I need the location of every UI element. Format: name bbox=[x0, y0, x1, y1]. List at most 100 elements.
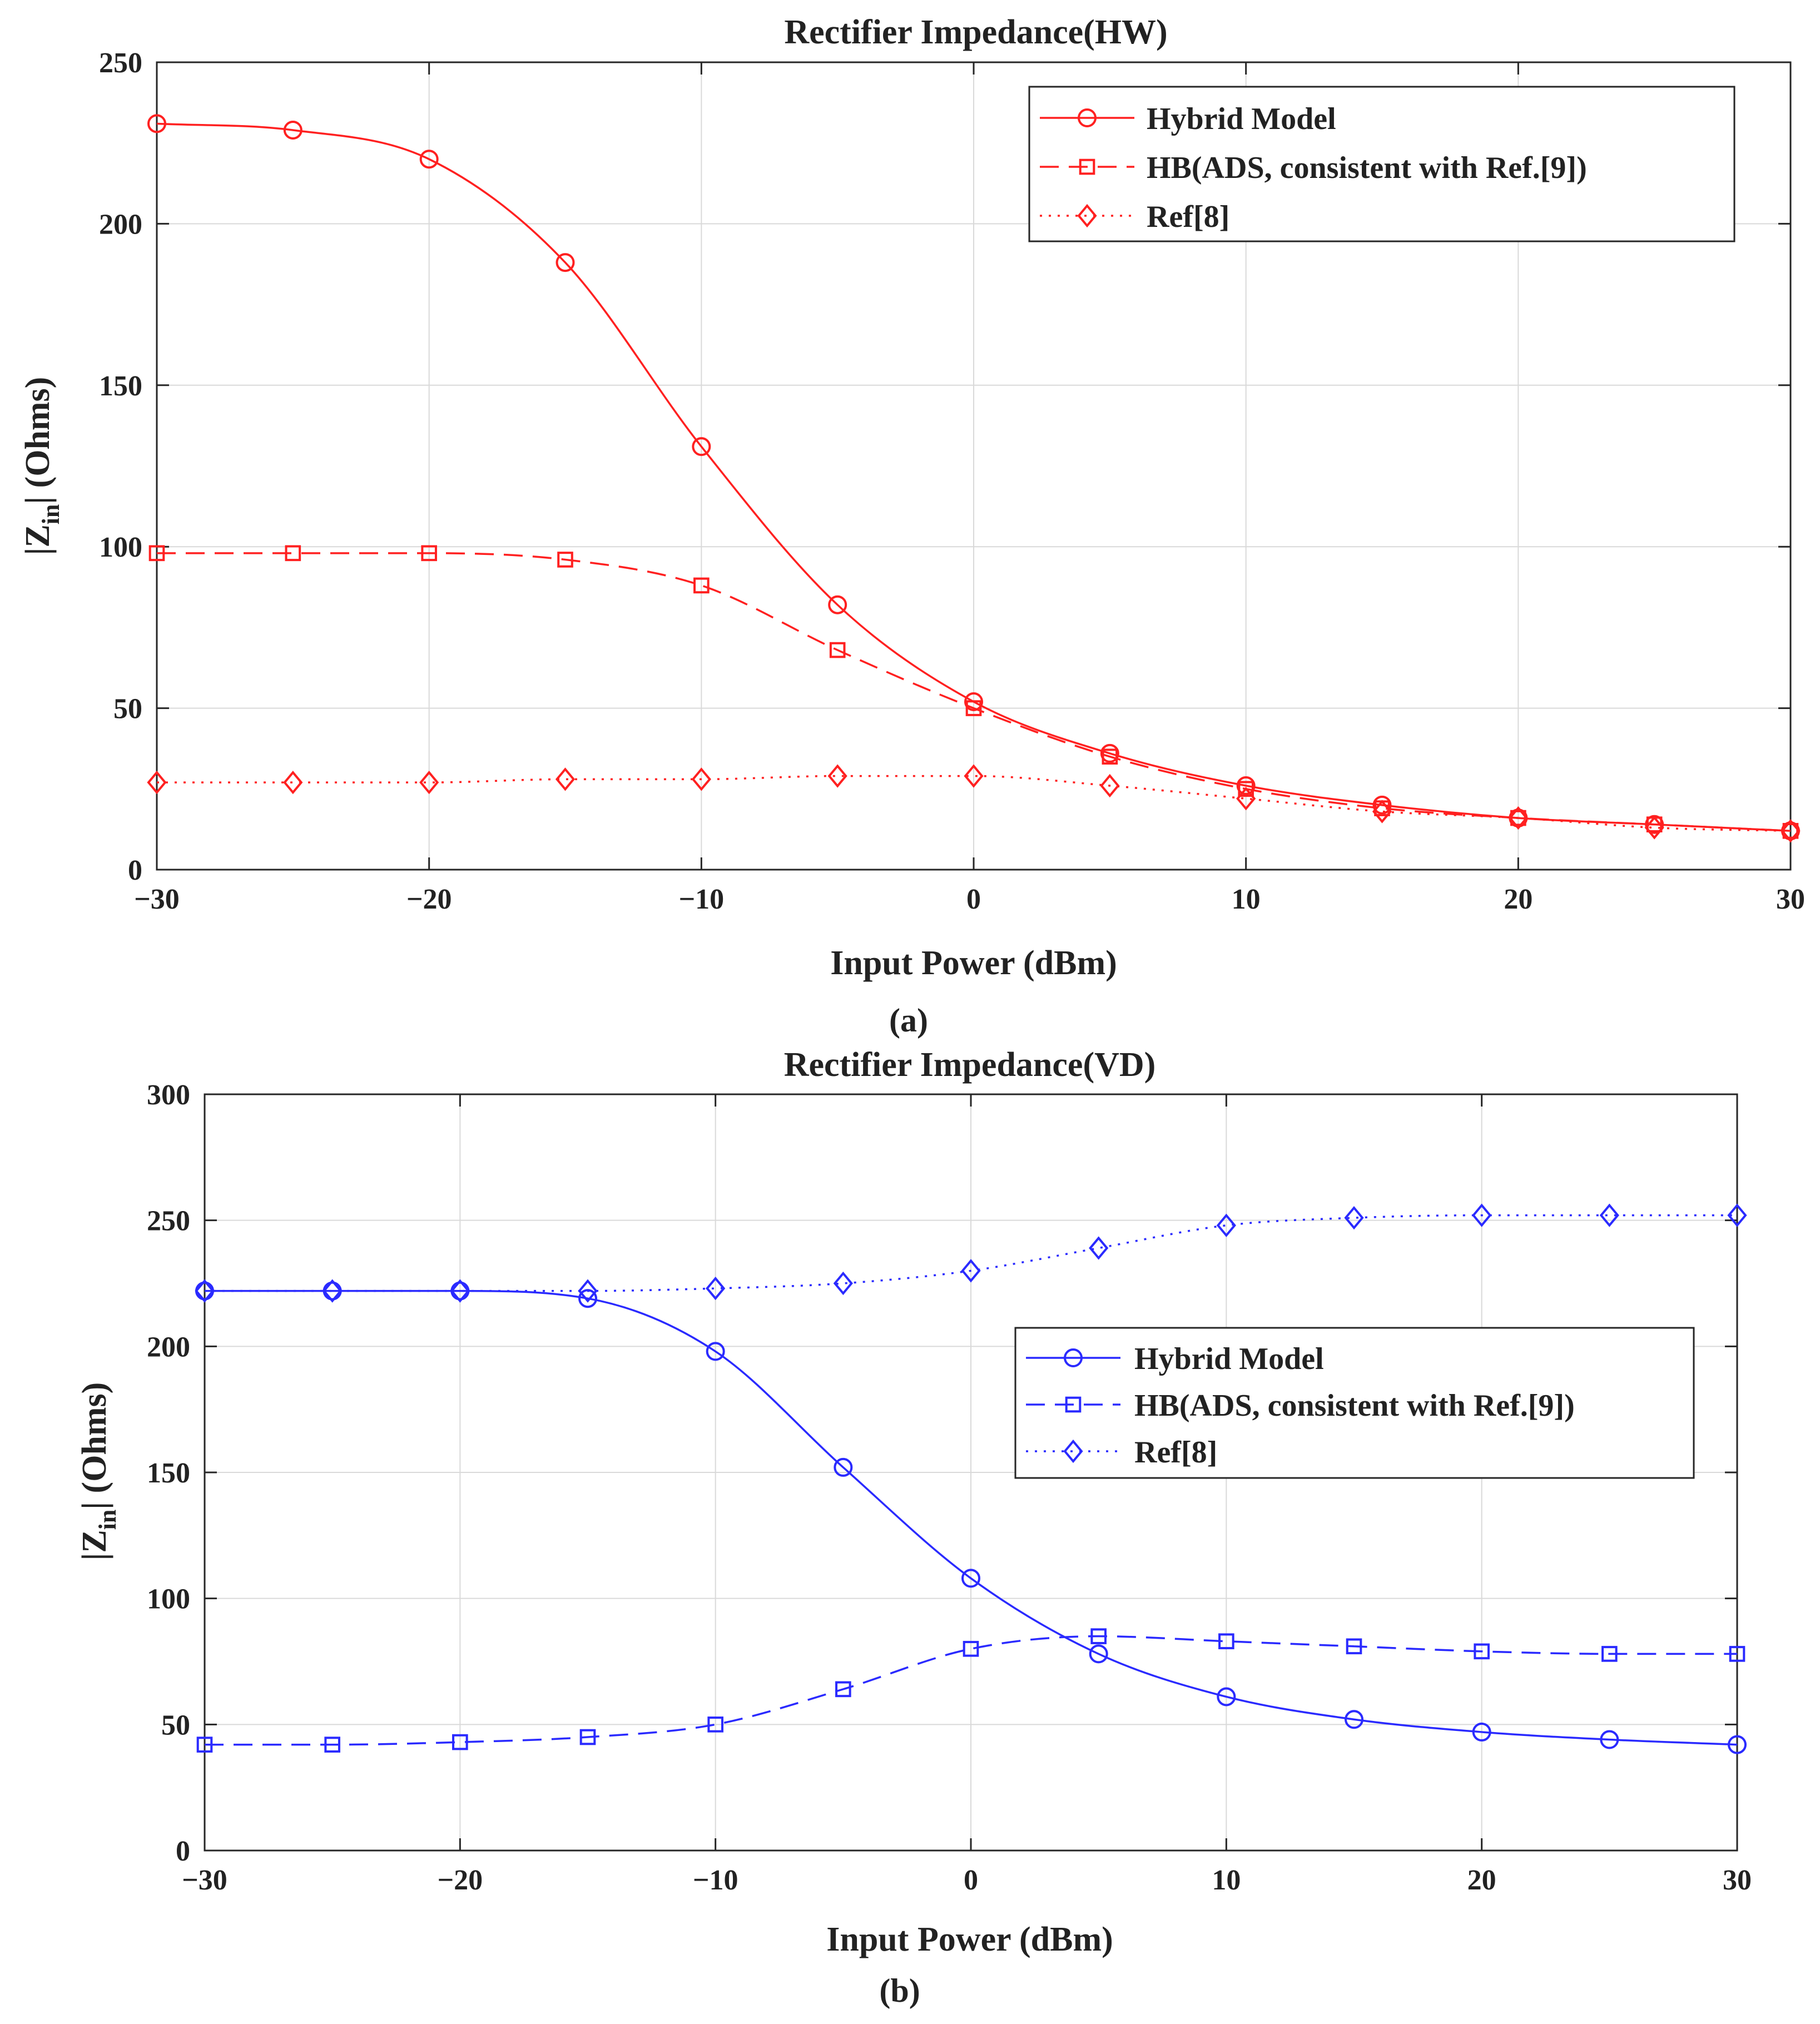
legend-marker-diamond bbox=[1063, 1439, 1083, 1464]
data-point-square bbox=[452, 1734, 468, 1750]
x-tick-label: 10 bbox=[1212, 1864, 1241, 1896]
series-line bbox=[204, 1289, 1738, 1746]
data-point-diamond bbox=[1599, 1203, 1619, 1227]
legend-label: HB(ADS, consistent with Ref.[9]) bbox=[1134, 1388, 1575, 1423]
x-tick-label: 30 bbox=[1723, 1864, 1752, 1896]
y-axis-label-a-subscript: in bbox=[37, 504, 65, 525]
y-axis-label-b: |Zin| (Ohms) bbox=[76, 1382, 121, 1561]
data-point-circle bbox=[1728, 1735, 1747, 1754]
data-point-circle bbox=[1217, 1687, 1236, 1706]
y-tick-label: 200 bbox=[147, 1331, 190, 1363]
series-line bbox=[205, 1635, 1737, 1746]
series-group-a bbox=[147, 114, 1801, 843]
y-axis-label-b-subscript: in bbox=[94, 1510, 121, 1530]
data-point-square bbox=[1090, 1628, 1107, 1644]
legend-box-a bbox=[1028, 86, 1735, 242]
data-point-square bbox=[324, 1737, 340, 1753]
data-point-circle bbox=[828, 595, 847, 614]
data-point-circle bbox=[706, 1342, 725, 1361]
data-point-square bbox=[579, 1729, 596, 1745]
legend-label: Hybrid Model bbox=[1134, 1342, 1324, 1376]
data-point-diamond bbox=[1372, 800, 1392, 824]
data-point-square bbox=[1729, 1646, 1745, 1662]
data-point-square bbox=[1238, 781, 1254, 797]
data-point-circle bbox=[147, 114, 166, 133]
data-point-square bbox=[1510, 810, 1526, 826]
data-point-circle bbox=[834, 1457, 853, 1477]
data-point-diamond bbox=[1644, 816, 1664, 840]
y-tick-label: 50 bbox=[113, 693, 142, 725]
legend-marker-circle bbox=[1078, 108, 1097, 127]
data-point-diamond bbox=[1100, 773, 1120, 798]
data-point-circle bbox=[1600, 1730, 1619, 1749]
data-point-square bbox=[421, 545, 437, 562]
axis-ticks-a: −30 −20 −10 0 10 20 30 0 50 100 150 200 250 bbox=[99, 47, 1805, 915]
legend-marker-diamond bbox=[1077, 204, 1097, 228]
legend-item: Hybrid Model bbox=[1040, 102, 1336, 136]
legend-item: HB(ADS, consistent with Ref.[9]) bbox=[1040, 151, 1587, 185]
legend-item: Ref[8] bbox=[1040, 200, 1229, 234]
data-point-diamond bbox=[195, 1279, 215, 1303]
data-point-circle bbox=[1100, 743, 1119, 763]
data-point-diamond bbox=[555, 767, 576, 791]
data-point-circle bbox=[964, 692, 983, 711]
data-point-square bbox=[1601, 1646, 1618, 1662]
data-point-circle bbox=[1089, 1644, 1108, 1664]
series-line bbox=[204, 1214, 1737, 1292]
x-axis-label-b: Input Power (dBm) bbox=[826, 1921, 1113, 1958]
chart-title-a: Rectifier Impedance(HW) bbox=[784, 13, 1167, 51]
y-tick-label: 100 bbox=[147, 1584, 190, 1615]
data-point-diamond bbox=[1472, 1203, 1492, 1227]
legend-item: Ref[8] bbox=[1026, 1435, 1217, 1470]
data-point-square bbox=[963, 1641, 979, 1657]
data-point-square bbox=[557, 552, 573, 568]
series-group-b bbox=[195, 1203, 1747, 1754]
legend-b: Hybrid Model HB(ADS, consistent with Ref.… bbox=[1014, 1327, 1695, 1479]
data-point-diamond bbox=[964, 764, 984, 788]
x-tick-label: 20 bbox=[1504, 884, 1533, 915]
data-point-diamond bbox=[1089, 1236, 1109, 1260]
legend-marker-square bbox=[1065, 1396, 1082, 1413]
y-axis-label-a-suffix: | (Ohms) bbox=[19, 377, 57, 504]
chart-panel-b: Rectifier Impedance(VD) −30 −20 −10 0 10 20 30… bbox=[76, 1046, 1752, 2009]
panel-label-a: (a) bbox=[889, 1002, 928, 1039]
data-point-circle bbox=[1372, 795, 1392, 815]
series-line bbox=[156, 775, 1791, 832]
data-point-diamond bbox=[961, 1259, 981, 1283]
x-tick-label: −10 bbox=[679, 884, 725, 915]
panel-label-b: (b) bbox=[879, 1972, 920, 2009]
panel-label-a-letter: a bbox=[900, 1002, 917, 1039]
series-square bbox=[196, 1628, 1745, 1753]
data-point-diamond bbox=[833, 1271, 853, 1296]
data-point-square bbox=[1218, 1633, 1234, 1650]
data-point-square bbox=[707, 1717, 723, 1733]
data-point-square bbox=[693, 577, 710, 594]
data-point-diamond bbox=[419, 771, 439, 795]
legend-label: Ref[8] bbox=[1134, 1435, 1217, 1470]
data-point-square bbox=[965, 700, 982, 716]
data-point-square bbox=[1102, 748, 1118, 765]
series-diamond bbox=[195, 1203, 1747, 1303]
y-tick-label: 50 bbox=[161, 1709, 190, 1741]
data-point-square bbox=[829, 642, 846, 658]
data-point-circle bbox=[283, 120, 302, 140]
panel-label-b-letter: b bbox=[890, 1972, 909, 2009]
y-tick-label: 200 bbox=[99, 209, 142, 240]
x-tick-label: −10 bbox=[693, 1864, 738, 1896]
data-point-diamond bbox=[450, 1279, 470, 1303]
data-point-diamond bbox=[1727, 1203, 1747, 1227]
data-point-diamond bbox=[147, 771, 167, 795]
x-axis-label-a: Input Power (dBm) bbox=[830, 944, 1117, 982]
y-tick-label: 100 bbox=[99, 532, 142, 563]
y-tick-label: 250 bbox=[99, 47, 142, 79]
y-axis-label-b-prefix: |Z bbox=[76, 1530, 113, 1560]
x-tick-label: 0 bbox=[964, 1864, 978, 1896]
data-point-square bbox=[148, 545, 165, 562]
data-point-diamond bbox=[827, 764, 847, 788]
data-point-circle bbox=[692, 437, 711, 457]
data-point-diamond bbox=[578, 1279, 598, 1303]
data-point-circle bbox=[1472, 1722, 1491, 1742]
data-point-square bbox=[1346, 1638, 1362, 1655]
data-point-circle bbox=[1345, 1710, 1363, 1729]
y-tick-label: 300 bbox=[147, 1079, 190, 1111]
